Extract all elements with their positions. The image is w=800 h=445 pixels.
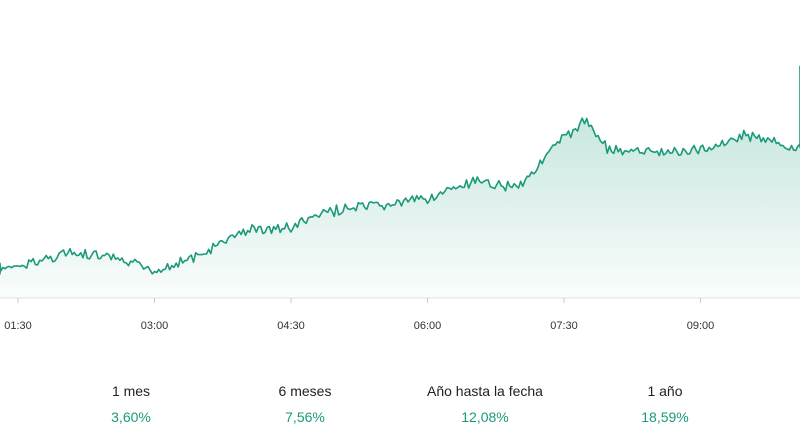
perf-6-months: 6 meses 7,56% bbox=[225, 382, 385, 426]
perf-value: 7,56% bbox=[285, 409, 325, 425]
perf-label: 1 mes bbox=[111, 383, 151, 399]
x-tick-label: 09:00 bbox=[687, 320, 715, 332]
price-chart: 01:3003:0004:3006:0007:3009:0010:3012:00… bbox=[0, 65, 800, 332]
perf-value: 3,60% bbox=[111, 409, 151, 425]
perf-1-year: 1 año 18,59% bbox=[585, 382, 745, 426]
x-tick-label: 06:00 bbox=[414, 320, 442, 332]
x-tick-label: 01:30 bbox=[4, 320, 32, 332]
x-tick-label: 03:00 bbox=[141, 320, 169, 332]
perf-label: Año hasta la fecha bbox=[427, 383, 543, 399]
perf-ytd: Año hasta la fecha 12,08% bbox=[405, 382, 565, 426]
chart-area-fill bbox=[0, 66, 800, 298]
perf-label: 6 meses bbox=[278, 383, 332, 399]
x-axis-ticks: 01:3003:0004:3006:0007:3009:0010:3012:00… bbox=[4, 298, 715, 332]
perf-value: 12,08% bbox=[461, 409, 509, 425]
x-tick-label: 04:30 bbox=[277, 320, 305, 332]
x-tick-label: 07:30 bbox=[550, 320, 578, 332]
perf-label: 1 año bbox=[647, 383, 683, 399]
chart-line bbox=[0, 65, 800, 275]
perf-1-month: 1 mes 3,60% bbox=[51, 382, 211, 426]
performance-summary: 1 mes 3,60% 6 meses 7,56% Año hasta la f… bbox=[0, 382, 800, 432]
perf-value: 18,59% bbox=[641, 409, 689, 425]
chart-svg: 01:3003:0004:3006:0007:3009:0010:3012:00… bbox=[0, 65, 800, 332]
